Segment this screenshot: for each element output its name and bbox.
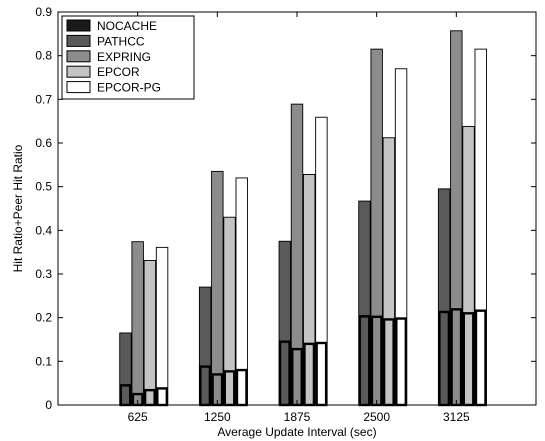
y-tick-label: 0.7 [35,92,52,106]
y-tick-label: 0.2 [35,311,52,325]
legend-label: EPCOR-PG [97,81,161,95]
peer-hit-bar-pathcc [119,384,132,407]
peer-hit-bar-epcor-pg [395,317,408,407]
legend-label: EPCOR [97,65,140,79]
y-tick-label: 0.3 [35,267,52,281]
bar-epcor [143,260,157,406]
bar-expring [211,170,224,406]
y-tick-label: 0.1 [35,354,52,368]
legend-swatch [66,81,91,94]
y-axis-ticks: 0 0.1 0.2 0.3 0.4 0.5 0.6 0.7 0.8 0.9 [35,5,536,412]
x-tick-label: 1250 [204,410,231,424]
peer-hit-bar-epcor [223,370,236,407]
x-tick-label: 3125 [443,410,470,424]
y-tick-label: 0 [45,398,52,412]
peer-hit-bar-epcor [303,342,316,407]
y-tick-label: 0.9 [35,5,52,19]
x-tick-label: 1875 [284,410,311,424]
peer-hit-bar-pathcc [278,340,291,407]
y-tick-label: 0.4 [35,223,52,237]
peer-hit-bar-epcor-pg [235,368,248,407]
peer-hit-bar-expring [291,347,303,407]
y-axis-label: Hit Ratio+Peer Hit Ratio [11,144,25,272]
peer-hit-bar-epcor [462,312,475,407]
x-axis-ticks: 625 1250 1875 2500 3125 [128,12,470,424]
legend-swatch [66,19,91,32]
peer-hit-bar-epcor-pg [315,341,328,407]
peer-hit-bar-pathcc [438,310,451,407]
legend-swatch [66,50,91,63]
y-tick-label: 0.6 [35,136,52,150]
peer-hit-bar-epcor [143,388,156,407]
x-axis-label: Average Update Interval (sec) [217,425,376,439]
peer-hit-bar-epcor-pg [156,387,169,407]
x-tick-label: 625 [128,410,148,424]
bar-expring [131,241,144,406]
peer-hit-bar-epcor [382,318,395,407]
y-tick-label: 0.8 [35,49,52,63]
peer-hit-bar-epcor-pg [474,309,487,407]
legend-label: NOCACHE [97,19,157,33]
bar-epcor-pg [155,246,169,406]
legend-swatch [66,34,91,47]
peer-hit-bar-pathcc [358,315,371,407]
peer-hit-bar-expring [370,315,383,407]
y-tick-label: 0.5 [35,180,52,194]
legend-swatch [66,65,91,78]
peer-hit-bar-pathcc [199,365,212,407]
x-tick-label: 2500 [363,410,390,424]
legend-label: EXPRING [97,50,151,64]
legend-label: PATHCC [97,34,145,48]
peer-hit-bar-expring [450,308,463,407]
bars-layer [119,30,487,406]
peer-hit-bars-layer [119,308,487,407]
